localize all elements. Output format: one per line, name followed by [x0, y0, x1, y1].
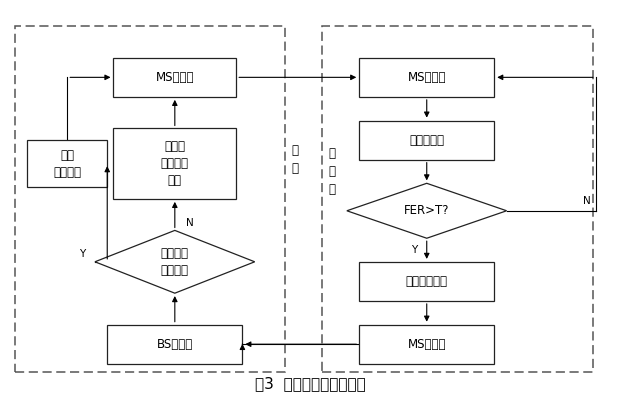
- Text: 测量误帧率: 测量误帧率: [409, 134, 445, 146]
- FancyBboxPatch shape: [359, 262, 494, 301]
- Text: BS接收机: BS接收机: [157, 338, 193, 351]
- FancyBboxPatch shape: [359, 325, 494, 364]
- FancyBboxPatch shape: [359, 121, 494, 160]
- Text: MS接收机: MS接收机: [407, 71, 446, 84]
- FancyBboxPatch shape: [107, 325, 242, 364]
- Text: Y: Y: [79, 249, 86, 259]
- Polygon shape: [95, 230, 255, 293]
- FancyBboxPatch shape: [113, 58, 236, 97]
- FancyBboxPatch shape: [27, 140, 107, 187]
- Text: 基
站: 基 站: [291, 144, 298, 175]
- FancyBboxPatch shape: [113, 129, 236, 199]
- Text: 要求增加功率: 要求增加功率: [405, 275, 448, 288]
- Text: 图3  前向功率控制示意图: 图3 前向功率控制示意图: [255, 376, 365, 391]
- Text: N: N: [186, 218, 194, 228]
- Text: 增加
功率指令: 增加 功率指令: [53, 149, 81, 179]
- Text: N: N: [583, 196, 590, 206]
- Text: MS接收机: MS接收机: [156, 71, 194, 84]
- Text: MS发射机: MS发射机: [407, 338, 446, 351]
- FancyBboxPatch shape: [359, 58, 494, 97]
- Text: 周期性
减小功率
指令: 周期性 减小功率 指令: [161, 140, 189, 187]
- Text: 移
动
台: 移 动 台: [328, 147, 335, 196]
- Polygon shape: [347, 183, 507, 238]
- Text: FER>T?: FER>T?: [404, 204, 450, 217]
- Text: Y: Y: [411, 245, 418, 255]
- Text: 收到移动
台要求？: 收到移动 台要求？: [161, 247, 189, 277]
